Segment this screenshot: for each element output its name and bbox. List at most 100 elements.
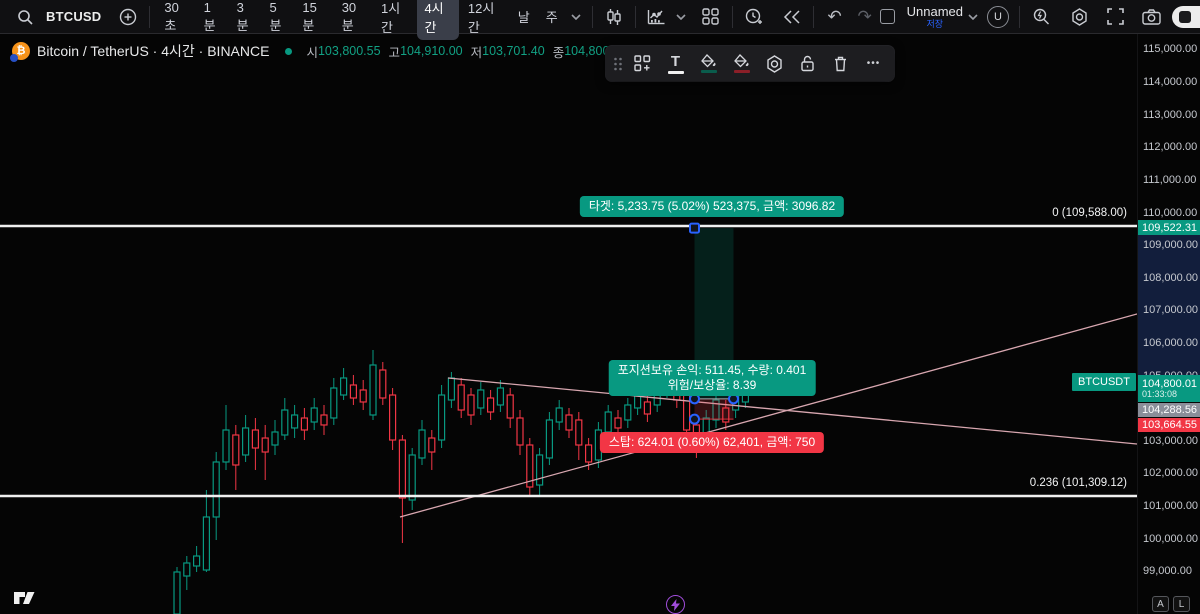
price-tick: 111,000.00	[1143, 173, 1197, 186]
top-toolbar: BTCUSD 30초 1분 3분 5분 15분 30분 1시간 4시간 12시간 날 주	[0, 0, 1200, 40]
price-tick: 109,000.00	[1143, 239, 1199, 252]
candle-body	[281, 409, 289, 436]
candle-body	[271, 431, 279, 446]
close-value: 104,800.	[564, 44, 613, 58]
timeframe-3분[interactable]: 3분	[236, 0, 249, 33]
candle-body	[291, 414, 299, 429]
candle-body	[379, 369, 387, 399]
auto-scale-button[interactable]: A	[1152, 596, 1169, 612]
candle-body	[624, 404, 632, 421]
target-label[interactable]: 타겟: 5,233.75 (5.02%) 523,375, 금액: 3096.8…	[579, 196, 845, 217]
price-tick: 100,000.00	[1143, 532, 1199, 545]
drawing-toolbar: T •••	[606, 46, 894, 81]
candle-body	[251, 429, 259, 449]
candle-body	[212, 461, 220, 518]
fill-color-green-button[interactable]	[692, 48, 725, 79]
quick-search-icon[interactable]	[1026, 3, 1056, 31]
indicator-templates-chevron-icon[interactable]	[672, 3, 690, 31]
candle-body	[389, 394, 397, 441]
divider	[634, 5, 636, 28]
tool-settings-icon[interactable]	[758, 48, 791, 79]
candle-body	[359, 389, 367, 403]
text-color-bar	[667, 70, 684, 74]
publish-button[interactable]	[1172, 5, 1200, 28]
bar-replay-icon[interactable]	[777, 3, 807, 31]
layout-menu-chevron-icon[interactable]	[963, 3, 983, 31]
profit-color-bar	[700, 70, 717, 73]
fill-color-red-button[interactable]	[725, 48, 758, 79]
more-options-icon[interactable]: •••	[866, 58, 881, 69]
chart-legend: ₿ Bitcoin / TetherUS · 4시간 · BINANCE 시 10…	[10, 40, 613, 62]
candle-body	[261, 437, 269, 453]
candle-body	[428, 437, 436, 453]
timeframe-15분[interactable]: 15분	[302, 0, 317, 33]
timeframe-4시간[interactable]: 4시간	[417, 0, 459, 40]
chart-style-candles-icon[interactable]	[599, 3, 629, 31]
timeframe-5분[interactable]: 5분	[269, 0, 282, 33]
toolbar-right: Unnamed 저장 U	[879, 3, 1200, 31]
undo-icon[interactable]: ↶	[827, 6, 842, 26]
open-label: 시	[306, 45, 318, 60]
boost-lightning-icon[interactable]	[666, 595, 685, 614]
candle-body	[643, 401, 652, 415]
symbol-search-icon[interactable]	[10, 3, 40, 31]
log-scale-button[interactable]: L	[1173, 596, 1190, 612]
timeframe-30분[interactable]: 30분	[341, 0, 357, 33]
trendline	[399, 313, 1137, 518]
stop-label[interactable]: 스탑: 624.01 (0.60%) 62,401, 금액: 750	[599, 432, 825, 453]
current-price-label: 104,800.01 01:33:08	[1138, 375, 1200, 402]
fib-level-0-label[interactable]: 0 (109,588.00)	[1052, 207, 1127, 219]
toolbar-drag-handle[interactable]	[610, 48, 626, 79]
compare-add-icon[interactable]	[113, 3, 143, 31]
bitcoin-logo-icon: ₿	[10, 42, 30, 62]
candle-body	[487, 397, 495, 413]
candle-body	[310, 407, 318, 423]
save-link[interactable]: 저장	[926, 18, 944, 29]
timeframe-1분[interactable]: 1분	[203, 0, 216, 33]
price-tick: 101,000.00	[1143, 500, 1199, 513]
timeframe-30초[interactable]: 30초	[164, 0, 179, 33]
close-label: 종	[552, 45, 565, 60]
candle-body	[193, 555, 201, 567]
text-tool-button[interactable]: T	[659, 48, 692, 79]
candle-body	[535, 454, 544, 486]
target-price-label: 109,522.31	[1138, 220, 1200, 235]
candle-body	[555, 407, 563, 423]
layout-name-button[interactable]: Unnamed 저장	[907, 5, 963, 29]
fib-level-0236-label[interactable]: 0.236 (101,309.12)	[1029, 477, 1127, 489]
candle-body	[545, 419, 554, 459]
market-status-icon[interactable]	[285, 47, 293, 55]
fullscreen-icon[interactable]	[1100, 3, 1130, 31]
candle-body	[477, 389, 485, 409]
settings-icon[interactable]	[1064, 3, 1094, 31]
indicators-icon[interactable]	[642, 3, 672, 31]
layout-checkbox[interactable]	[879, 9, 895, 24]
lock-icon[interactable]	[791, 48, 824, 79]
tradingview-logo[interactable]	[13, 590, 39, 611]
timeframe-주[interactable]: 주	[545, 10, 558, 25]
bar-countdown: 01:33:08	[1142, 388, 1178, 399]
timeframe-menu-chevron-icon[interactable]	[566, 3, 586, 31]
timeframe-12시간[interactable]: 12시간	[467, 0, 495, 35]
position-info-label[interactable]: 포지션보유 손익: 511.45, 수량: 0.401 위험/보상율: 8.39	[608, 360, 816, 396]
candle-body	[183, 562, 191, 577]
symbol-search-input[interactable]: BTCUSD	[46, 9, 102, 24]
layout-grid-icon[interactable]	[696, 3, 726, 31]
candle-body	[408, 454, 416, 501]
ohlc-values: 시 103,800.55 고 104,910.00 저 103,701.40 종 104…	[306, 42, 612, 61]
delete-icon[interactable]	[824, 48, 857, 79]
redo-icon[interactable]: ↷	[857, 6, 872, 26]
alert-add-icon[interactable]	[739, 3, 769, 31]
candle-body	[320, 414, 328, 426]
snapshot-camera-icon[interactable]	[1136, 3, 1166, 31]
user-avatar[interactable]: U	[987, 5, 1009, 28]
timeframe-1시간[interactable]: 1시간	[380, 0, 401, 35]
symbol-title[interactable]: Bitcoin / TetherUS · 4시간 · BINANCE	[37, 43, 270, 59]
timeframe-날[interactable]: 날	[517, 10, 530, 25]
last-price: 104,800.01	[1142, 377, 1198, 390]
template-icon[interactable]	[626, 48, 659, 79]
candlestick-chart[interactable]	[0, 0, 1137, 614]
price-axis[interactable]: 115,000.00 114,000.00 113,000.00 112,000.00…	[1137, 34, 1200, 614]
divider	[731, 5, 733, 28]
